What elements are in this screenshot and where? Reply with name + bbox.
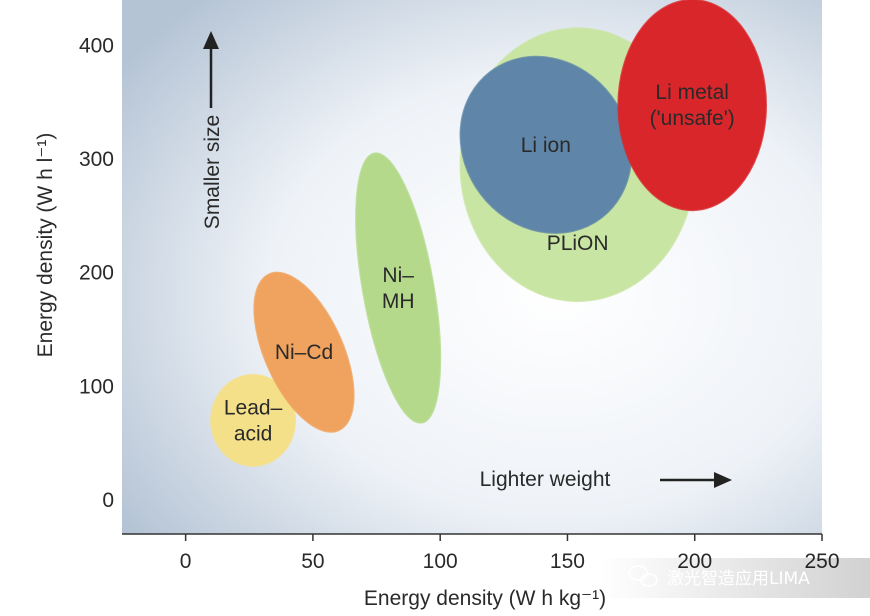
region-ellipse-ni-mh bbox=[355, 152, 442, 424]
region-label-lead-acid: Lead– bbox=[224, 396, 283, 419]
x-axis-title: Energy density (W h kg⁻¹) bbox=[364, 587, 606, 610]
watermark: 激光智造应用LIMA bbox=[600, 558, 870, 598]
region-ellipse-li-metal-unsafe bbox=[617, 0, 767, 212]
lighter-weight-annotation: Lighter weight bbox=[480, 468, 732, 491]
y-tick-label: 200 bbox=[79, 262, 114, 285]
region-label-li-metal-unsafe: ('unsafe') bbox=[650, 107, 735, 130]
lighter-weight-label: Lighter weight bbox=[480, 468, 611, 491]
region-label-plion: PLiON bbox=[547, 232, 609, 255]
region-li-ion: Li ion bbox=[459, 55, 633, 234]
x-tick-label: 0 bbox=[180, 550, 192, 573]
region-label-li-ion: Li ion bbox=[521, 134, 571, 157]
y-tick-label: 100 bbox=[79, 375, 114, 398]
region-label-ni-cd: Ni–Cd bbox=[275, 341, 333, 364]
region-ni-cd: Ni–Cd bbox=[253, 271, 355, 433]
region-label-ni-mh: MH bbox=[382, 290, 415, 313]
x-tick-label: 150 bbox=[550, 550, 585, 573]
wechat-icon bbox=[628, 565, 658, 587]
y-tick-label: 0 bbox=[102, 489, 114, 512]
x-tick-label: 100 bbox=[423, 550, 458, 573]
regions-layer: PLiON Lead– acid Ni–Cd Ni– MH Li ion Li metal ('… bbox=[210, 0, 767, 467]
lighter-weight-arrowhead bbox=[714, 472, 732, 488]
region-label-li-metal-unsafe: Li metal bbox=[655, 81, 729, 104]
smaller-size-annotation: Smaller size bbox=[201, 31, 224, 229]
y-tick-label: 300 bbox=[79, 148, 114, 171]
smaller-size-label: Smaller size bbox=[201, 115, 224, 229]
region-ellipse-lead-acid bbox=[210, 373, 297, 467]
y-tick-label: 400 bbox=[79, 34, 114, 57]
region-ellipse-ni-cd bbox=[253, 271, 355, 433]
region-ellipse-li-ion bbox=[459, 55, 633, 234]
watermark-text: 激光智造应用LIMA bbox=[667, 569, 810, 589]
region-label-lead-acid: acid bbox=[234, 422, 273, 445]
region-li-metal-unsafe: Li metal ('unsafe') bbox=[617, 0, 767, 212]
y-axis-title: Energy density (W h l⁻¹) bbox=[34, 133, 57, 358]
region-ni-mh: Ni– MH bbox=[355, 152, 442, 424]
region-lead-acid: Lead– acid bbox=[210, 373, 297, 467]
smaller-size-arrowhead bbox=[203, 31, 219, 49]
x-tick-label: 50 bbox=[301, 550, 324, 573]
region-label-ni-mh: Ni– bbox=[382, 264, 414, 287]
